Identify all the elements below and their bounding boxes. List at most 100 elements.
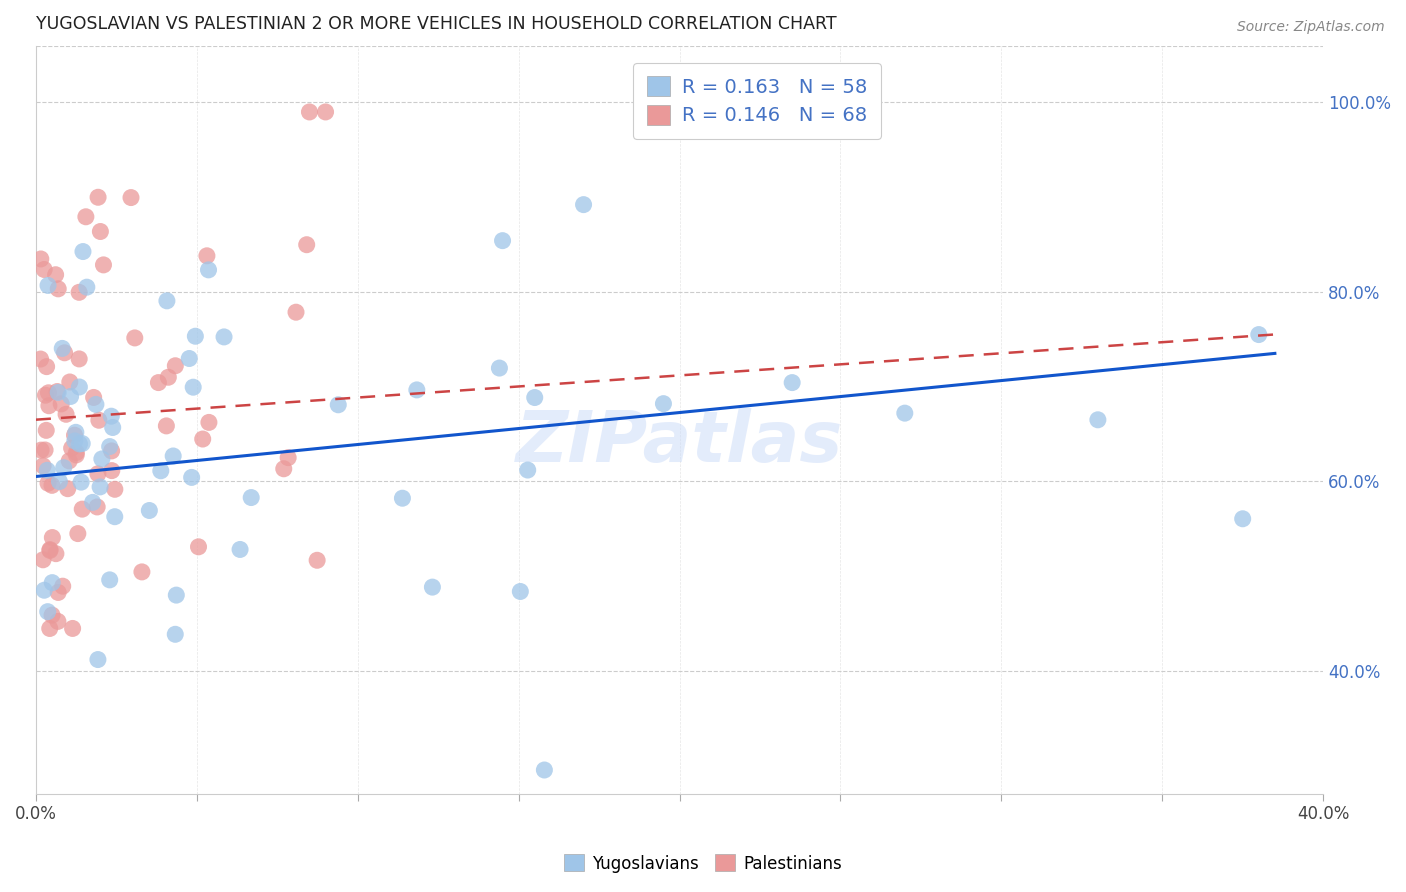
Point [34,442,56,457]
Point [120,190,142,204]
Point [32,553,55,567]
Point [165,588,187,602]
Point [148,376,170,390]
Point [38,399,60,413]
Point [32,458,55,473]
Point [212,330,235,344]
Point [35,423,58,437]
Point [65,425,87,440]
Point [62,622,84,636]
Point [86,500,108,514]
Point [39,542,62,557]
Point [38,622,60,636]
Point [69,437,91,451]
Point [37,463,59,477]
Point [37,476,59,491]
Point [422,580,444,594]
Point [131,565,153,579]
Point [45,268,67,282]
Point [93,258,115,272]
Point [488,361,510,376]
Point [51,397,73,411]
Point [76,280,98,294]
Point [124,331,146,345]
Point [58,454,80,468]
Point [191,432,214,446]
Point [162,449,184,463]
Point [894,406,917,420]
Point [55,407,77,421]
Point [181,380,204,394]
Point [780,376,803,390]
Point [63,434,86,448]
Point [491,234,513,248]
Point [391,491,413,506]
Point [52,460,75,475]
Point [90,451,112,466]
Point [66,526,89,541]
Point [46,615,69,629]
Point [277,450,299,465]
Point [156,293,179,308]
Point [101,464,124,478]
Point [59,389,82,403]
Point [1247,327,1270,342]
Text: Source: ZipAtlas.com: Source: ZipAtlas.com [1237,20,1385,34]
Point [87,413,110,427]
Point [51,342,73,356]
Point [37,605,59,619]
Point [523,391,546,405]
Point [165,359,187,373]
Point [41,531,63,545]
Point [37,278,59,293]
Point [180,470,202,484]
Point [87,652,110,666]
Point [83,391,105,405]
Point [32,583,55,598]
Point [104,509,127,524]
Point [179,351,201,366]
Point [195,249,218,263]
Point [87,467,110,481]
Point [67,351,90,366]
Point [72,244,94,259]
Point [53,346,76,360]
Point [652,397,675,411]
Point [101,420,124,434]
Point [67,380,90,394]
Point [572,197,595,211]
Point [48,475,70,489]
Point [273,462,295,476]
Point [98,440,121,454]
Point [307,553,329,567]
Point [60,441,83,455]
Point [100,409,122,424]
Point [184,329,207,343]
Point [82,495,104,509]
Point [285,305,308,319]
Point [89,480,111,494]
Point [37,385,59,400]
Point [89,225,111,239]
Point [34,388,56,402]
Point [56,482,79,496]
Point [45,547,67,561]
Point [87,190,110,204]
Point [533,763,555,777]
Point [509,584,531,599]
Point [35,359,58,374]
Point [295,237,318,252]
Point [39,543,62,558]
Point [30,443,52,458]
Point [70,475,93,490]
Point [52,579,75,593]
Point [30,252,52,266]
Point [41,608,63,623]
Point [70,436,93,450]
Point [155,418,177,433]
Point [59,375,82,389]
Text: ZIPatlas: ZIPatlas [516,408,844,476]
Point [46,385,69,400]
Point [65,448,87,462]
Legend: R = 0.163   N = 58, R = 0.146   N = 68: R = 0.163 N = 58, R = 0.146 N = 68 [633,62,880,139]
